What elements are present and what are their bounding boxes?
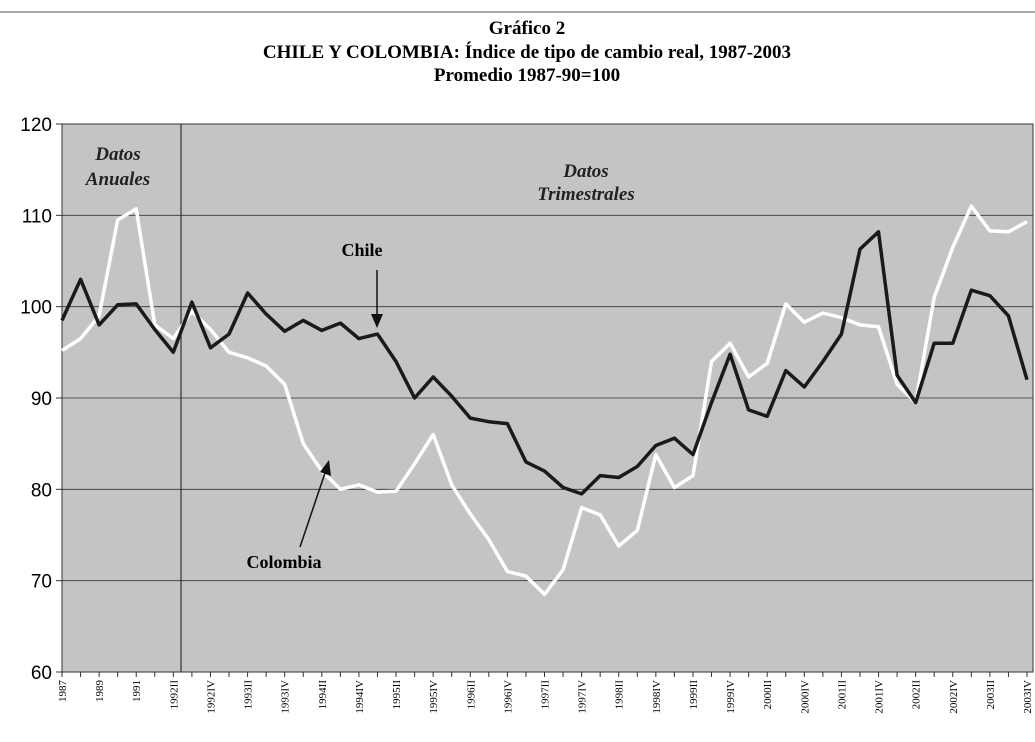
annotation: Datos — [562, 161, 608, 182]
x-tick-label: 1991 — [131, 680, 143, 702]
y-tick-label: 120 — [20, 115, 52, 136]
annotation: Anuales — [85, 169, 150, 190]
x-tick-label: 1996IV — [502, 680, 514, 714]
series-label: Chile — [341, 240, 382, 260]
arrow-head — [371, 314, 383, 328]
series-label: Colombia — [246, 552, 321, 572]
x-tick-label: 2003IV — [1022, 680, 1034, 714]
x-tick-label: 1994II — [317, 680, 329, 710]
arrow-head — [320, 460, 331, 476]
x-tick-label: 1999IV — [725, 680, 737, 714]
x-tick-label: 2000II — [762, 680, 774, 710]
y-tick-label: 90 — [31, 389, 52, 410]
x-tick-label: 2002II — [911, 680, 923, 710]
x-tick-label: 1992II — [168, 680, 180, 710]
y-tick-label: 100 — [20, 298, 52, 319]
annotation: Trimestrales — [537, 184, 634, 205]
x-tick-label: 1997IV — [577, 680, 589, 714]
chart-subtitle: Promedio 1987-90=100 — [434, 65, 620, 86]
x-tick-label: 2000IV — [799, 680, 811, 714]
x-tick-label: 1996II — [465, 680, 477, 710]
y-tick-label: 110 — [22, 206, 52, 227]
x-tick-label: 1995IV — [428, 680, 440, 714]
y-tick-label: 70 — [31, 572, 52, 593]
x-tick-label: 1987 — [57, 680, 69, 703]
x-tick-label: 1998IV — [651, 680, 663, 714]
y-tick-label: 80 — [31, 480, 52, 501]
x-tick-label: 2001II — [836, 680, 848, 710]
chart-title: Gráfico 2 — [489, 18, 566, 39]
x-tick-label: 1989 — [94, 680, 106, 703]
x-tick-label: 2003II — [985, 680, 997, 710]
x-tick-label: 1994IV — [354, 680, 366, 714]
x-tick-label: 1992IV — [205, 680, 217, 714]
series-line — [60, 230, 1029, 496]
chart-title: CHILE Y COLOMBIA: Índice de tipo de camb… — [263, 41, 791, 63]
y-tick-label: 60 — [31, 663, 52, 684]
x-tick-label: 1995II — [391, 680, 403, 710]
x-tick-label: 1998II — [614, 680, 626, 710]
x-tick-label: 1993IV — [280, 680, 292, 714]
x-tick-label: 2001IV — [874, 680, 886, 714]
x-tick-label: 1997II — [540, 680, 552, 710]
arrow — [299, 469, 327, 548]
x-tick-label: 1999II — [688, 680, 700, 710]
x-tick-label: 2002IV — [948, 680, 960, 714]
x-tick-label: 1993II — [243, 680, 255, 710]
series-line — [61, 204, 1028, 597]
annotation: Datos — [94, 144, 140, 165]
